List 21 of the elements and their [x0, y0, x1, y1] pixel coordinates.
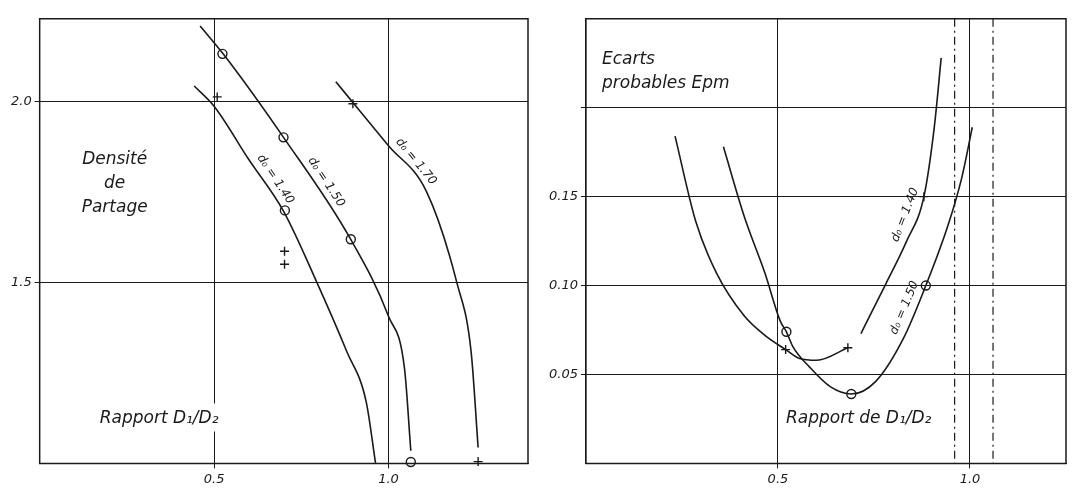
- point: [278, 132, 289, 143]
- y-tick-label: 0.05: [548, 365, 578, 381]
- point: [920, 280, 932, 291]
- y-tick-label: 0.10: [548, 276, 578, 292]
- x-tick-label: 1.0: [959, 470, 981, 486]
- y-axis-title: Densité de Partage: [81, 147, 148, 216]
- x-axis-title: Rapport D₁/D₂: [99, 407, 219, 428]
- x-tick-label: 1.0: [378, 470, 399, 486]
- x-axis-title: Rapport de D₁/D₂: [785, 407, 932, 428]
- y-tick-label: 0.15: [548, 188, 578, 204]
- point: [781, 326, 792, 337]
- point: [405, 456, 416, 468]
- point: [217, 48, 228, 60]
- x-tick-label: 0.5: [767, 470, 789, 486]
- x-tick-label: 0.5: [203, 470, 225, 486]
- y-tick-label: 2.0: [10, 93, 32, 109]
- y-tick-label: 1.5: [10, 274, 32, 290]
- point: [279, 205, 291, 216]
- point: [846, 388, 857, 400]
- point: [345, 234, 357, 245]
- y-axis-title: Ecarts probables Epm: [600, 47, 730, 92]
